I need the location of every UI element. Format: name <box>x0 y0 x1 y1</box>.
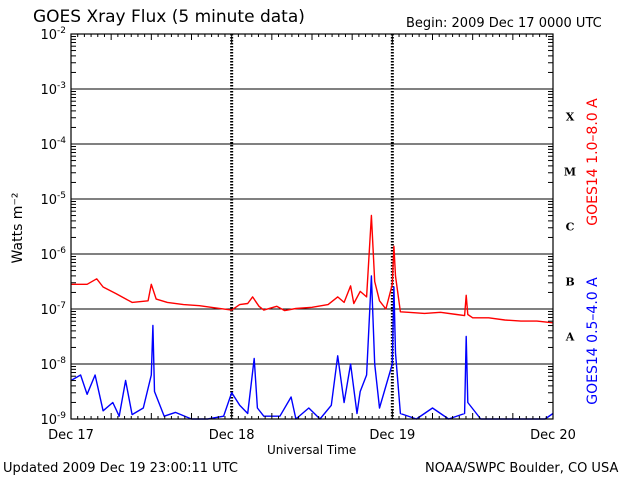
flare-class-b: B <box>565 276 574 289</box>
y-tick-label: 10-6 <box>40 246 66 263</box>
updated-timestamp: Updated 2009 Dec 19 23:00:11 UTC <box>3 461 238 476</box>
series-line-long <box>71 214 554 324</box>
x-tick-label: Dec 17 <box>48 428 94 443</box>
y-axis-label: Watts m⁻² <box>10 193 26 264</box>
series-layer <box>70 214 554 420</box>
x-tick-label: Dec 19 <box>369 428 415 443</box>
begin-label: Begin: 2009 Dec 17 0000 UTC <box>406 16 602 31</box>
y-tick-label: 10-4 <box>40 136 66 153</box>
y-tick-label: 10-5 <box>40 191 66 208</box>
y-tick-label: 10-9 <box>40 411 66 428</box>
grid <box>71 33 553 420</box>
flare-class-c: C <box>566 221 575 234</box>
chart-title: GOES Xray Flux (5 minute data) <box>33 7 305 27</box>
y-tick-label: 10-8 <box>40 356 66 373</box>
y-tick-label: 10-2 <box>40 26 66 43</box>
flare-class-x: X <box>566 111 575 124</box>
x-axis-label: Universal Time <box>267 443 357 457</box>
flare-class-a: A <box>565 331 575 344</box>
series-label-short: GOES14 0.5–4.0 A <box>585 277 601 405</box>
series-label-long: GOES14 1.0–8.0 A <box>585 98 601 226</box>
y-tick-label: 10-3 <box>40 81 66 98</box>
x-tick-label: Dec 18 <box>209 428 255 443</box>
plot-frame <box>70 33 554 420</box>
series-line-short <box>70 275 554 420</box>
credit-label: NOAA/SWPC Boulder, CO USA <box>425 461 619 476</box>
y-tick-label: 10-7 <box>40 301 66 318</box>
flare-class-m: M <box>564 166 576 179</box>
x-tick-label: Dec 20 <box>530 428 576 443</box>
